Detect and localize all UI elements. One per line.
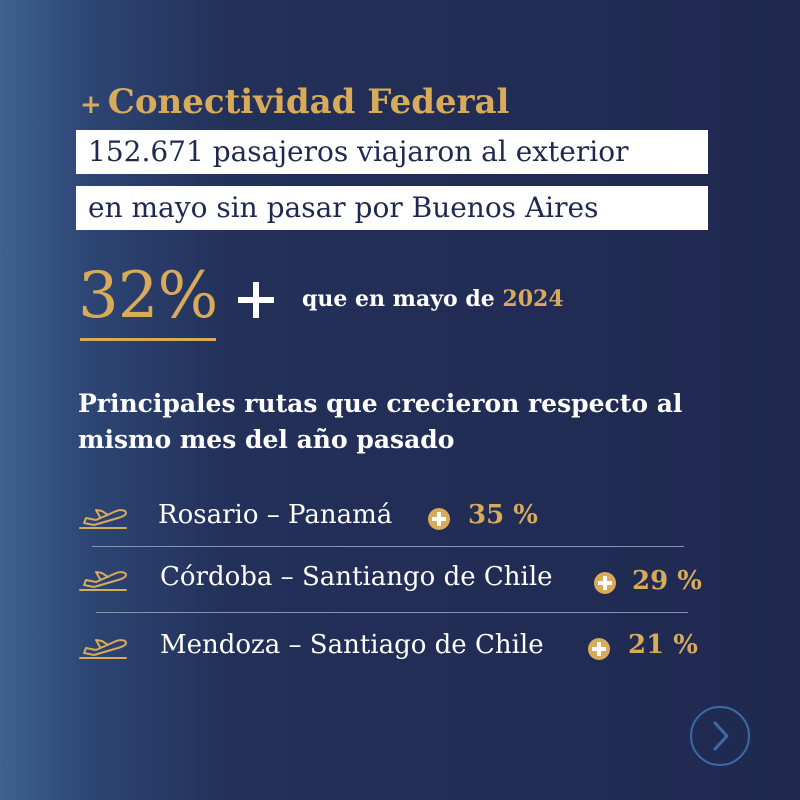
plus-circle-icon — [588, 638, 610, 660]
plane-takeoff-icon — [79, 639, 127, 659]
route-growth: 35 % — [468, 500, 538, 530]
routes-subtitle: Principales rutas que crecieron respecto… — [78, 389, 683, 454]
heading-plus: + — [80, 90, 102, 120]
compare-text: que en mayo de — [302, 286, 495, 312]
plane-takeoff-icon — [79, 509, 127, 529]
route-item: Rosario – Panamá 35 % — [76, 496, 716, 540]
plus-circle-icon — [594, 572, 616, 594]
route-growth: 21 % — [628, 630, 698, 660]
route-divider — [92, 546, 684, 547]
route-label: Mendoza – Santiago de Chile — [160, 630, 544, 660]
route-item: Córdoba – Santiango de Chile 29 % — [76, 558, 736, 602]
section-heading: + Conectividad Federal — [80, 82, 509, 122]
stat-underline — [80, 338, 216, 341]
route-label: Rosario – Panamá — [158, 500, 393, 530]
compare-year: 2024 — [502, 286, 564, 312]
plus-circle-icon — [428, 508, 450, 530]
plus-icon — [236, 270, 276, 330]
highlight-line-1: 152.671 pasajeros viajaron al exterior — [76, 130, 708, 174]
next-button[interactable] — [690, 706, 750, 766]
highlight-line-2: en mayo sin pasar por Buenos Aires — [76, 186, 708, 230]
plane-takeoff-icon — [79, 571, 127, 591]
route-item: Mendoza – Santiago de Chile 21 % — [76, 626, 716, 670]
stat-percent: 32% — [78, 259, 218, 333]
heading-title: Conectividad Federal — [107, 82, 510, 122]
route-divider — [96, 612, 688, 613]
chevron-right-icon — [713, 721, 729, 751]
route-label: Córdoba – Santiango de Chile — [160, 562, 553, 592]
route-growth: 29 % — [632, 566, 702, 596]
stat-compare: que en mayo de 2024 — [302, 286, 564, 312]
